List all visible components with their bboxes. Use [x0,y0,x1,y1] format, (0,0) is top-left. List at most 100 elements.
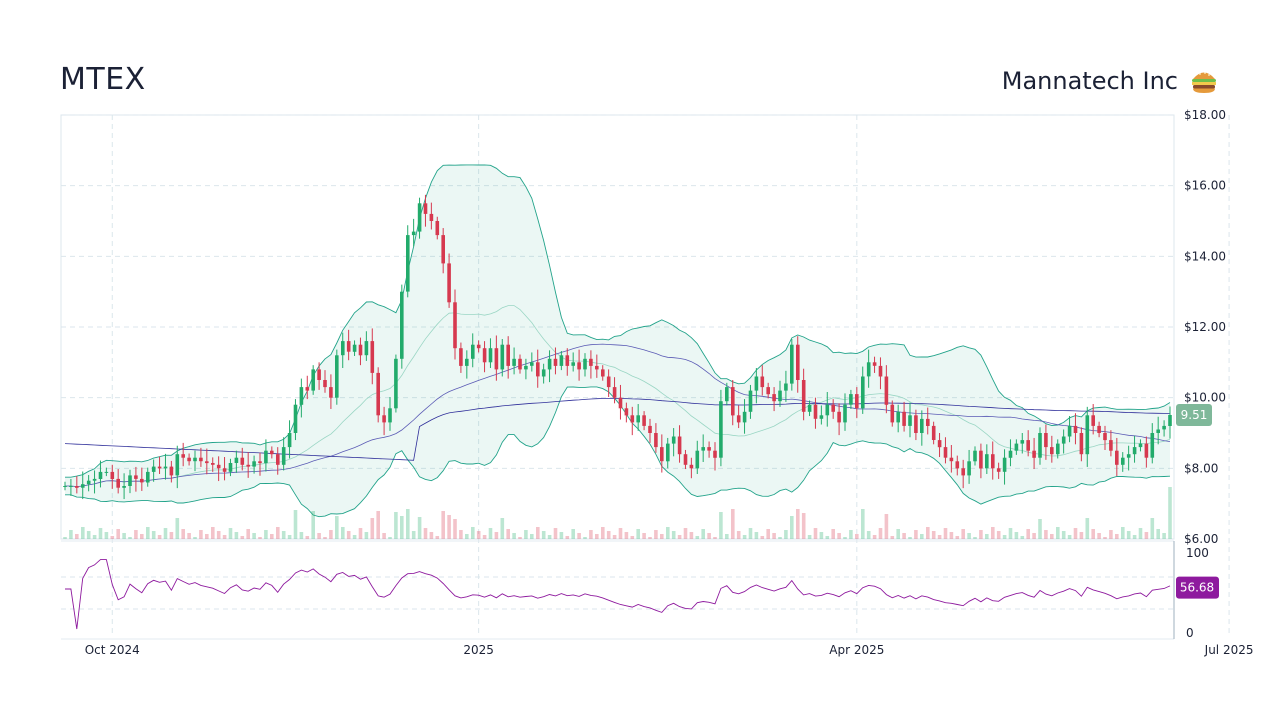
candle-body [276,454,280,465]
volume-bar [311,511,315,539]
time-tick-label: Oct 2024 [85,643,140,657]
candle-body [151,466,156,472]
last-price-label: 9.51 [1181,408,1208,422]
candle-body [423,203,428,214]
volume-bar [240,536,245,539]
volume-bar [1067,535,1072,539]
candle-body [825,404,830,416]
candle-body [394,358,398,409]
grid-lines [60,114,1230,640]
candle-body [264,450,268,464]
volume-bar [293,510,298,539]
volume-bar [748,528,753,539]
candle-body [736,415,741,423]
candle-body [63,486,67,487]
candle-body [660,447,664,462]
candle-body [1032,450,1036,458]
candle-body [506,344,510,366]
candle-body [1103,433,1107,441]
volume-bar [683,528,688,539]
candle-body [636,415,640,423]
volume-bar [601,527,605,539]
candle-body [406,235,410,292]
candle-body [801,380,806,412]
volume-bar [394,512,398,539]
candle-body [931,425,936,440]
candle-body [979,450,983,469]
price-tick-label: $8.00 [1184,461,1218,475]
volume-bar [1144,532,1149,539]
volume-bar [961,529,965,539]
volume-bar [642,533,646,539]
candle-body [1044,433,1048,448]
sma-200-line [64,397,1170,461]
candle-body [1144,443,1149,458]
volume-bar [1150,518,1155,539]
volume-bar [500,518,505,539]
candle-body [701,447,705,451]
volume-bar [1097,533,1101,539]
volume-bar [1073,528,1078,539]
candle-body [358,344,363,356]
candle-body [843,404,847,423]
volume-bar [979,530,983,539]
volume-bar [996,531,1001,539]
volume-bar [494,532,499,539]
candle-body [346,341,351,352]
volume-bar [1168,487,1172,539]
volume-bar [931,531,936,539]
volume-bar [104,532,109,539]
rsi-tick-label: 0 [1186,626,1194,640]
volume-bar [92,535,97,539]
candle-body [488,348,493,363]
price-tick-label: $6.00 [1184,532,1218,546]
volume-bars [63,487,1172,539]
volume-bar [252,533,256,539]
volume-bar [471,527,475,539]
candle-body [719,401,723,458]
last-rsi-label: 56.68 [1180,581,1214,595]
volume-bar [636,529,640,539]
volume-bar [559,532,564,539]
volume-bar [731,509,735,539]
candle-body [435,221,440,236]
volume-bar [742,535,747,539]
candle-body [234,457,239,463]
volume-bar [778,537,782,539]
candle-body [772,394,776,402]
volume-bar [766,529,770,539]
bollinger-fill [65,164,1170,517]
candle-body [666,443,670,462]
volume-bar [790,516,794,539]
volume-bar [784,530,788,539]
volume-bar [1038,519,1042,539]
volume-bar [671,531,676,539]
candle-body [104,471,109,473]
volume-bar [329,530,333,539]
candle-body [695,450,700,469]
candle-body [228,463,233,472]
volume-bar [1162,533,1166,539]
candle-body [967,461,971,476]
volume-bar [181,529,185,539]
candle-body [872,362,877,366]
volume-bar [547,535,552,539]
candle-body [134,475,138,479]
price-tick-label: $16.00 [1184,179,1226,193]
candle-body [453,302,457,349]
candle-body [92,478,97,481]
volume-bar [81,527,85,539]
volume-bar [1109,530,1113,539]
candle-body [216,464,221,469]
candle-body [973,450,977,462]
volume-bar [707,533,711,539]
volume-bar [512,533,516,539]
candle-body [110,471,115,479]
volume-bar [459,530,463,539]
candle-body [1121,457,1125,465]
price-tick-label: $10.00 [1184,391,1226,405]
volume-bar [1050,534,1054,539]
volume-bar [772,533,776,539]
candle-body [146,471,150,483]
